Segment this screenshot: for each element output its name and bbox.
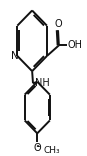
Text: NH: NH (35, 78, 50, 88)
Text: O: O (33, 143, 41, 153)
Text: CH₃: CH₃ (44, 146, 60, 155)
Text: OH: OH (68, 40, 83, 50)
Text: N: N (11, 51, 19, 61)
Text: O: O (54, 19, 62, 29)
